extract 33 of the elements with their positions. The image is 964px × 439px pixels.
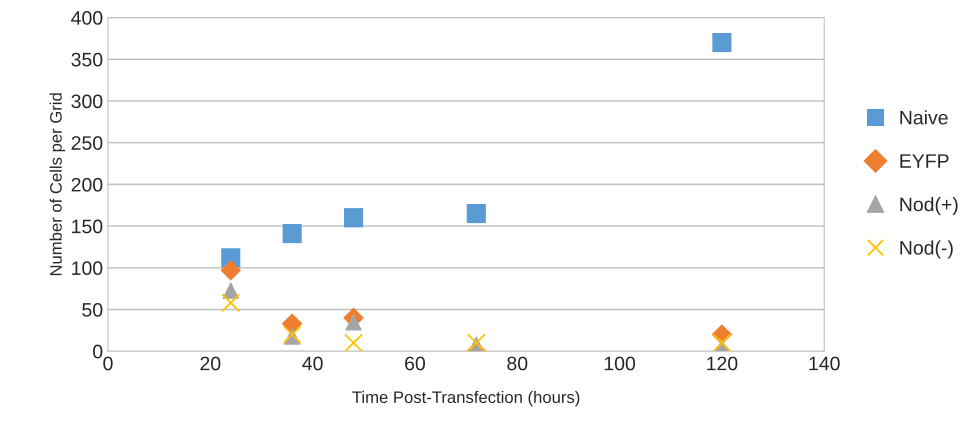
point	[344, 208, 364, 228]
point	[220, 260, 242, 281]
x-tick-label: 40	[302, 356, 323, 370]
x-tick-label: 80	[507, 356, 528, 370]
point	[345, 314, 362, 331]
y-tick-label: 0	[93, 344, 102, 358]
x-tick-label: 60	[405, 356, 425, 370]
point	[466, 333, 486, 352]
x-tick-label: 20	[200, 356, 220, 370]
y-tick-label: 400	[71, 11, 102, 25]
point	[712, 333, 732, 352]
y-tick-label: 200	[72, 178, 102, 192]
point	[712, 33, 732, 52]
y-tick-label: 150	[72, 220, 102, 234]
x-tick-label: 100	[604, 356, 636, 370]
legend-label: Naive	[900, 110, 948, 124]
y-axis-title: Number of Cells per Grid	[50, 93, 66, 276]
x-tick-label: 120	[707, 356, 738, 370]
legend-label: Nod(-)	[900, 240, 953, 259]
legend-label: Nod(+)	[900, 197, 958, 216]
y-tick-label: 300	[71, 94, 102, 108]
y-tick-label: 50	[82, 302, 102, 317]
y-tick-label: 250	[72, 136, 102, 150]
y-tick-label: 100	[72, 261, 102, 276]
y-tick-label: 350	[71, 52, 102, 66]
point	[344, 333, 363, 352]
point	[466, 204, 486, 224]
x-tick-label: 0	[103, 356, 113, 370]
point	[221, 293, 240, 312]
x-tick-label: 140	[809, 356, 840, 370]
point	[282, 224, 302, 244]
legend-label: EYFP	[900, 154, 949, 168]
x-axis-title: Time Post-Transfection (hours)	[352, 390, 580, 406]
